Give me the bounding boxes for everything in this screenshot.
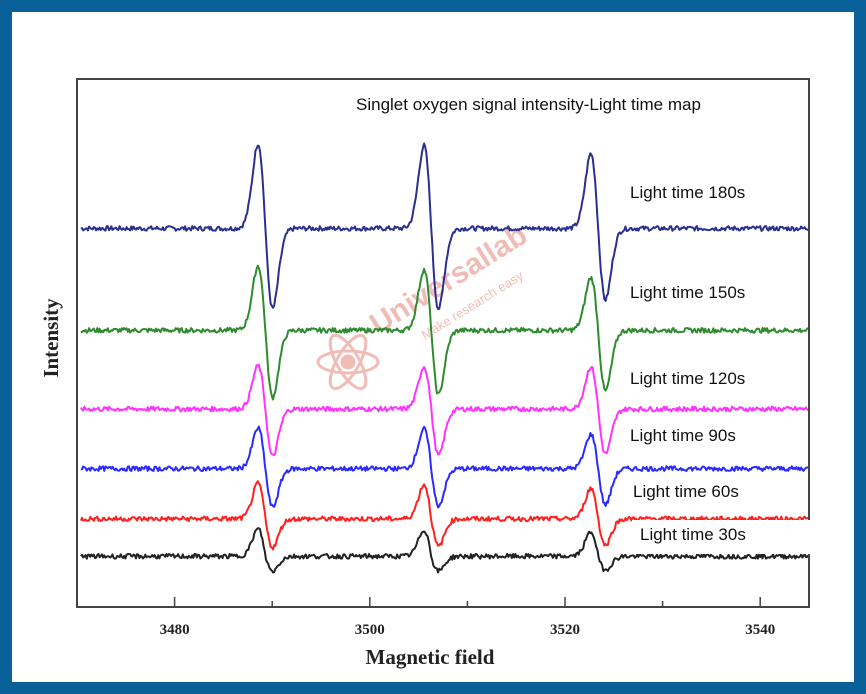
series-label: Light time 90s bbox=[630, 426, 736, 445]
series-label: Light time 30s bbox=[640, 525, 746, 544]
series-line-light-time-30s bbox=[80, 527, 809, 574]
x-tick-label: 3480 bbox=[160, 622, 190, 638]
x-tick-label: 3540 bbox=[745, 622, 775, 638]
x-tick-label: 3500 bbox=[355, 622, 385, 638]
plot-frame bbox=[76, 78, 810, 608]
watermark: Universallab Make research easy bbox=[316, 218, 533, 391]
y-axis-title: Intensity bbox=[39, 298, 63, 378]
chart-title-box bbox=[345, 86, 795, 122]
series-label: Light time 180s bbox=[630, 183, 745, 202]
x-tick-label: 3520 bbox=[550, 622, 580, 638]
atom-logo-icon bbox=[316, 333, 380, 391]
series-label: Light time 60s bbox=[633, 482, 739, 501]
series-line-light-time-120s bbox=[80, 363, 809, 457]
series-label: Light time 150s bbox=[630, 283, 745, 302]
series-line-light-time-90s bbox=[80, 425, 809, 509]
series-label-box bbox=[632, 520, 812, 554]
series-label: Light time 120s bbox=[630, 369, 745, 388]
series-line-light-time-180s bbox=[80, 142, 809, 310]
series-label-box bbox=[625, 477, 805, 505]
x-axis-title: Magnetic field bbox=[366, 645, 495, 669]
series-label-box bbox=[622, 421, 802, 449]
chart-title: Singlet oxygen signal intensity-Light ti… bbox=[356, 95, 701, 114]
series-line-light-time-150s bbox=[80, 264, 809, 401]
